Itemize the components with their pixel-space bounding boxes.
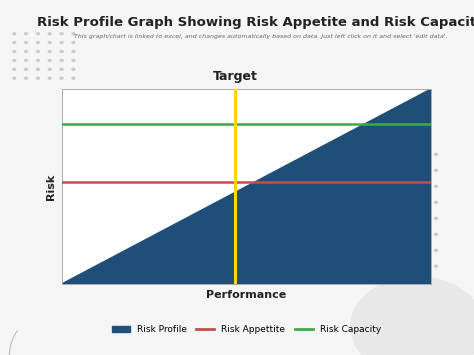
Text: Target: Target [213, 70, 258, 83]
X-axis label: Performance: Performance [206, 290, 287, 300]
Legend: Risk Profile, Risk Appettite, Risk Capacity: Risk Profile, Risk Appettite, Risk Capac… [108, 322, 385, 338]
Y-axis label: Risk: Risk [46, 173, 56, 200]
Text: Risk Profile Graph Showing Risk Appetite and Risk Capacity: Risk Profile Graph Showing Risk Appetite… [37, 16, 474, 29]
Polygon shape [62, 89, 431, 284]
Text: This graph/chart is linked to excel, and changes automatically based on data. Ju: This graph/chart is linked to excel, and… [74, 34, 447, 39]
